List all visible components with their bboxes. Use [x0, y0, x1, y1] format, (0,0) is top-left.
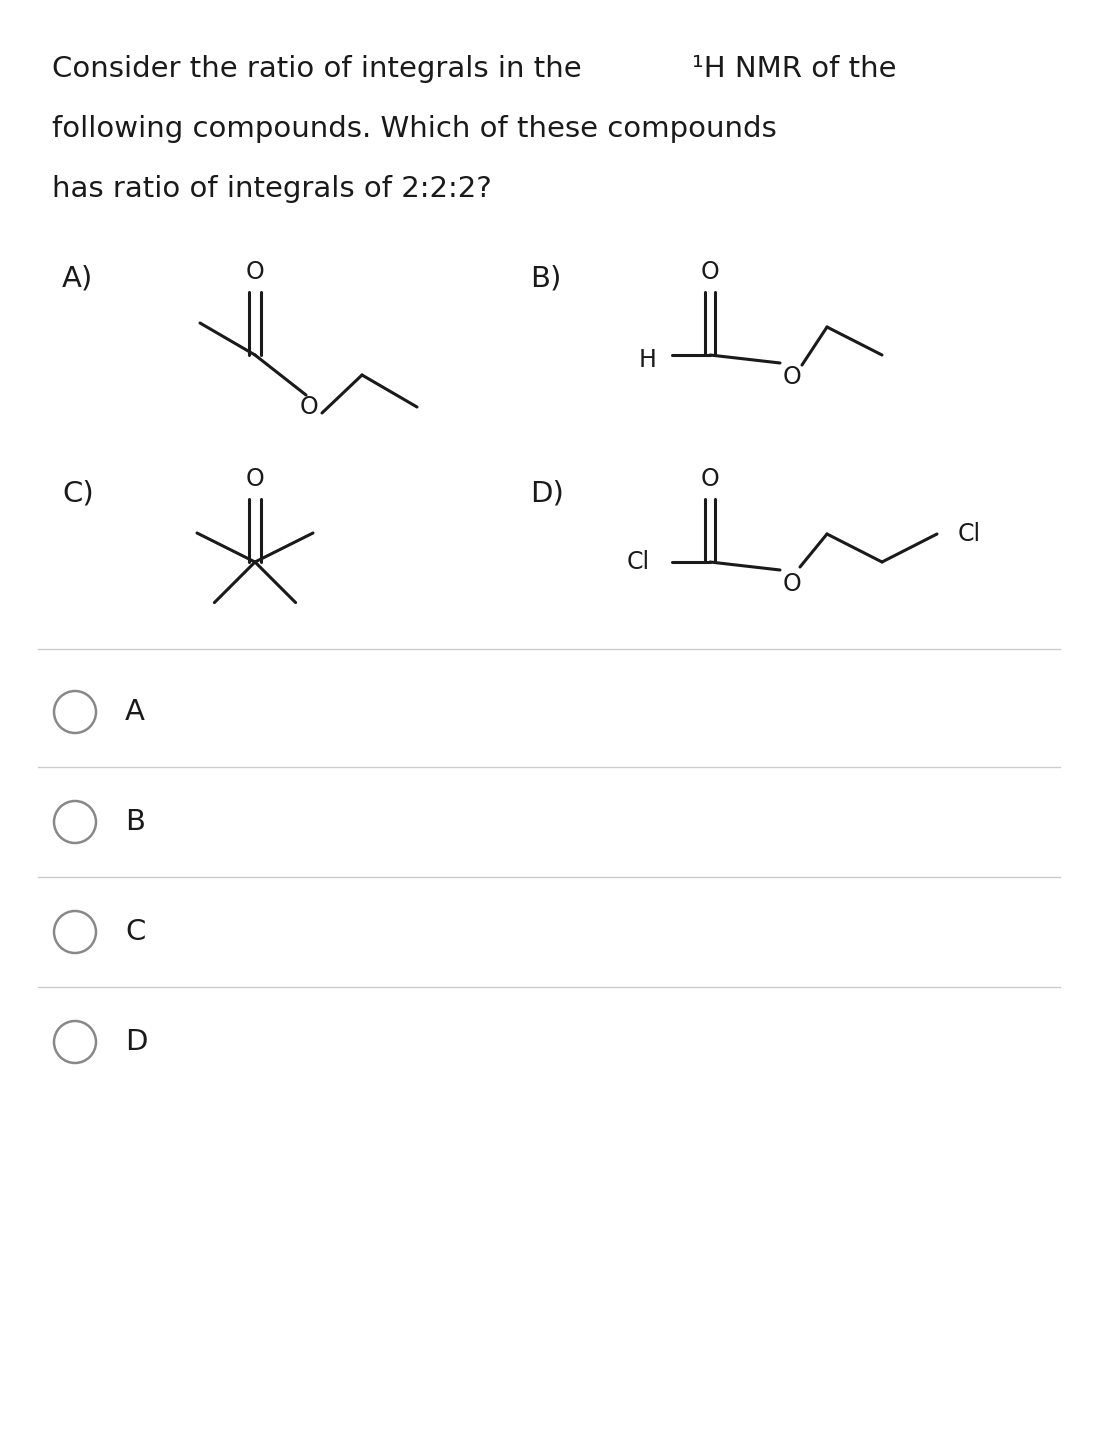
- Text: ¹H NMR of the: ¹H NMR of the: [692, 55, 896, 83]
- Text: O: O: [783, 572, 802, 596]
- Text: O: O: [701, 467, 719, 491]
- Text: Consider the ratio of integrals in the: Consider the ratio of integrals in the: [52, 55, 591, 83]
- Text: B): B): [530, 264, 561, 293]
- Text: D): D): [530, 479, 564, 507]
- Text: A): A): [61, 264, 93, 293]
- Text: A: A: [125, 698, 145, 726]
- Text: B: B: [125, 808, 145, 836]
- Text: C): C): [61, 479, 93, 507]
- Text: following compounds. Which of these compounds: following compounds. Which of these comp…: [52, 115, 776, 144]
- Text: Cl: Cl: [957, 522, 981, 546]
- Text: O: O: [701, 260, 719, 285]
- Text: C: C: [125, 918, 145, 946]
- Text: H: H: [639, 348, 657, 372]
- Text: O: O: [300, 395, 318, 420]
- Text: O: O: [246, 260, 265, 285]
- Text: D: D: [125, 1027, 147, 1056]
- Text: O: O: [246, 467, 265, 491]
- Text: Cl: Cl: [627, 550, 650, 573]
- Text: O: O: [783, 365, 802, 389]
- Text: has ratio of integrals of 2:2:2?: has ratio of integrals of 2:2:2?: [52, 175, 492, 203]
